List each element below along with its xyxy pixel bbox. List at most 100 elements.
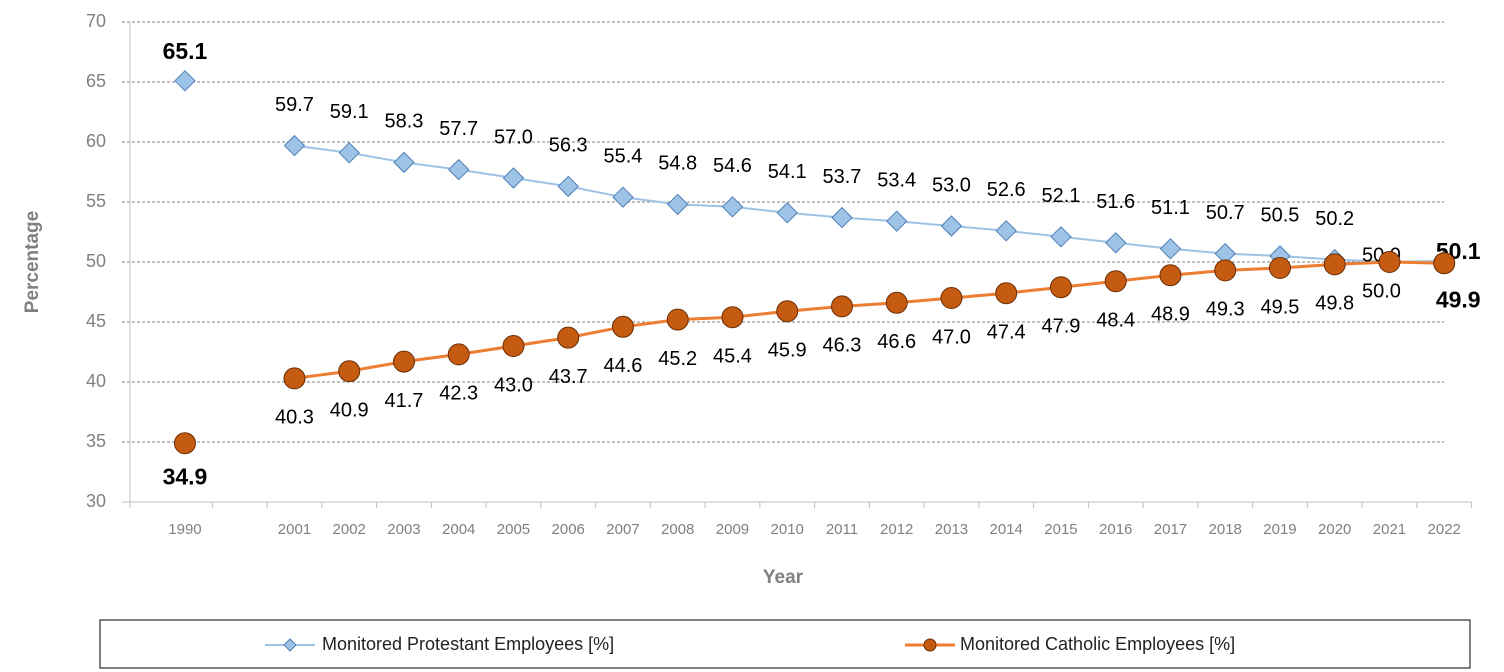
x-tick-label: 2003 [387,521,420,538]
circle-marker [1049,276,1072,299]
circle-marker [776,300,799,323]
legend-marker [283,638,297,652]
x-tick-label: 2008 [661,521,694,538]
data-label: 43.0 [494,374,533,396]
x-tick-label: 2017 [1154,521,1187,538]
x-tick-label: 2009 [716,521,749,538]
circle-marker [830,295,853,318]
data-label: 54.8 [658,153,697,175]
data-label: 57.0 [494,126,533,148]
x-tick-label: 2015 [1044,521,1077,538]
circle-marker [447,343,470,366]
circle-marker [338,360,361,383]
data-label: 42.3 [439,383,478,405]
data-label: 55.4 [604,145,643,167]
x-tick-label: 2022 [1428,521,1461,538]
data-label: 49.8 [1315,293,1354,315]
diamond-marker [1159,238,1182,260]
diamond-marker [174,70,196,92]
diamond-marker [721,196,744,218]
data-label: 50.2 [1315,208,1354,230]
diamond-marker [995,220,1017,242]
circle-marker [940,287,963,309]
x-tick-label: 2006 [552,521,585,538]
diamond-marker [831,206,853,229]
data-label: 40.9 [330,399,369,421]
x-tick-label: 2013 [935,521,968,538]
data-label: 49.5 [1261,296,1300,318]
data-label: 49.3 [1206,299,1245,321]
y-tick-label: 35 [86,431,106,451]
data-label: 54.1 [768,161,807,183]
data-label: 41.7 [385,390,424,412]
data-label: 58.3 [385,111,424,133]
data-label: 59.7 [275,94,314,116]
data-label: 45.4 [713,345,752,367]
diamond-marker [776,202,798,224]
diamond-marker [502,167,525,189]
diamond-marker [393,151,415,174]
y-tick-label: 40 [86,371,106,391]
y-tick-label: 55 [86,191,106,211]
data-label: 65.1 [163,38,208,64]
legend-marker [923,638,937,652]
x-tick-label: 2012 [880,521,913,538]
y-tick-label: 65 [86,71,106,91]
data-label: 50.5 [1261,204,1300,226]
data-label: 59.1 [330,101,369,123]
diamond-marker [338,142,360,164]
data-label: 48.9 [1151,303,1190,325]
data-label: 46.3 [823,335,862,357]
x-tick-label: 2011 [826,521,858,538]
data-label: 50.7 [1206,202,1245,224]
y-axis-title: Percentage [22,211,43,313]
circle-marker [1323,253,1346,276]
data-label: 52.1 [1042,185,1081,207]
diamond-marker [557,175,579,198]
x-tick-label: 2021 [1373,521,1406,538]
circle-marker [502,335,525,357]
circle-marker [1214,259,1237,282]
series-line [294,144,1445,264]
legend-box [99,619,1471,669]
data-label: 45.2 [658,348,697,370]
data-label: 40.3 [275,407,314,429]
data-label: 53.0 [932,174,971,196]
circle-marker [557,326,580,349]
data-label: 47.4 [987,321,1026,343]
y-tick-label: 30 [86,491,106,511]
x-tick-label: 2016 [1099,521,1132,538]
data-label: 51.6 [1096,191,1135,213]
circle-marker [1268,257,1291,279]
diamond-marker [612,186,634,208]
legend-label: Monitored Protestant Employees [%] [322,634,614,654]
data-label: 43.7 [549,366,588,388]
circle-marker [721,306,744,329]
x-tick-label: 2004 [442,521,475,538]
x-tick-label: 2007 [606,521,639,538]
data-label: 47.9 [1042,315,1081,337]
circle-marker [173,432,196,455]
y-tick-label: 50 [86,251,106,271]
data-label: 45.9 [768,339,807,361]
y-tick-label: 45 [86,311,106,331]
data-label: 54.6 [713,155,752,177]
x-tick-label: 2014 [990,521,1023,538]
circle-marker [392,350,415,373]
diamond-marker [283,134,306,157]
data-label: 34.9 [163,463,208,489]
circle-marker [611,315,634,338]
y-tick-label: 70 [86,11,106,31]
x-tick-label: 2005 [497,521,530,538]
circle-marker [1378,251,1401,273]
x-tick-label: 2010 [771,521,804,538]
circle-marker [885,291,908,314]
circle-marker [1433,252,1456,275]
x-tick-label: 2019 [1263,521,1296,538]
x-tick-label: 2002 [333,521,366,538]
x-axis-title: Year [763,567,804,588]
data-label: 47.0 [932,326,971,348]
x-tick-label: 2018 [1209,521,1242,538]
data-label: 49.9 [1436,286,1481,312]
